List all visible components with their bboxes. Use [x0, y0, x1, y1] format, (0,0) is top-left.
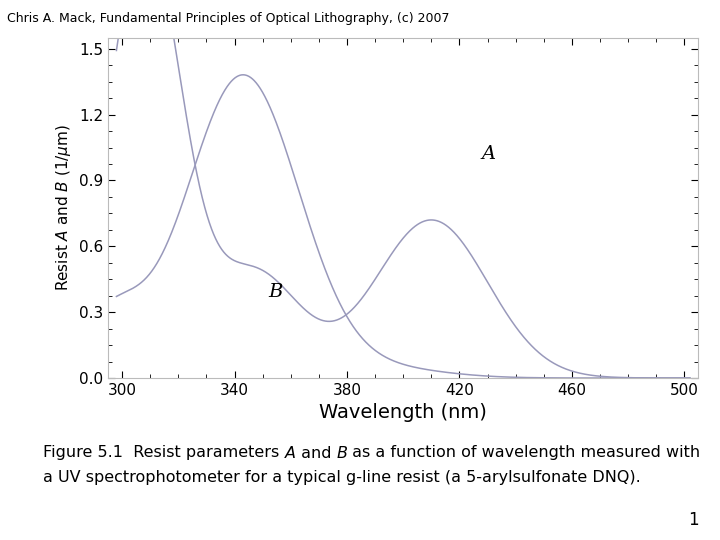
- Text: A: A: [284, 446, 296, 461]
- X-axis label: Wavelength (nm): Wavelength (nm): [319, 403, 487, 422]
- Text: 1: 1: [688, 511, 698, 529]
- Text: Chris A. Mack, Fundamental Principles of Optical Lithography, (c) 2007: Chris A. Mack, Fundamental Principles of…: [7, 12, 450, 25]
- Text: as a function of wavelength measured with: as a function of wavelength measured wit…: [347, 446, 701, 461]
- Text: B: B: [336, 446, 347, 461]
- Text: Figure 5.1  Resist parameters: Figure 5.1 Resist parameters: [43, 446, 284, 461]
- Text: A: A: [482, 145, 496, 163]
- Y-axis label: Resist $\it{A}$ and $\it{B}$ (1/$\mu$m): Resist $\it{A}$ and $\it{B}$ (1/$\mu$m): [54, 124, 73, 292]
- Text: and: and: [296, 446, 336, 461]
- Text: B: B: [269, 283, 283, 301]
- Text: a UV spectrophotometer for a typical g-line resist (a 5-arylsulfonate DNQ).: a UV spectrophotometer for a typical g-l…: [43, 470, 641, 485]
